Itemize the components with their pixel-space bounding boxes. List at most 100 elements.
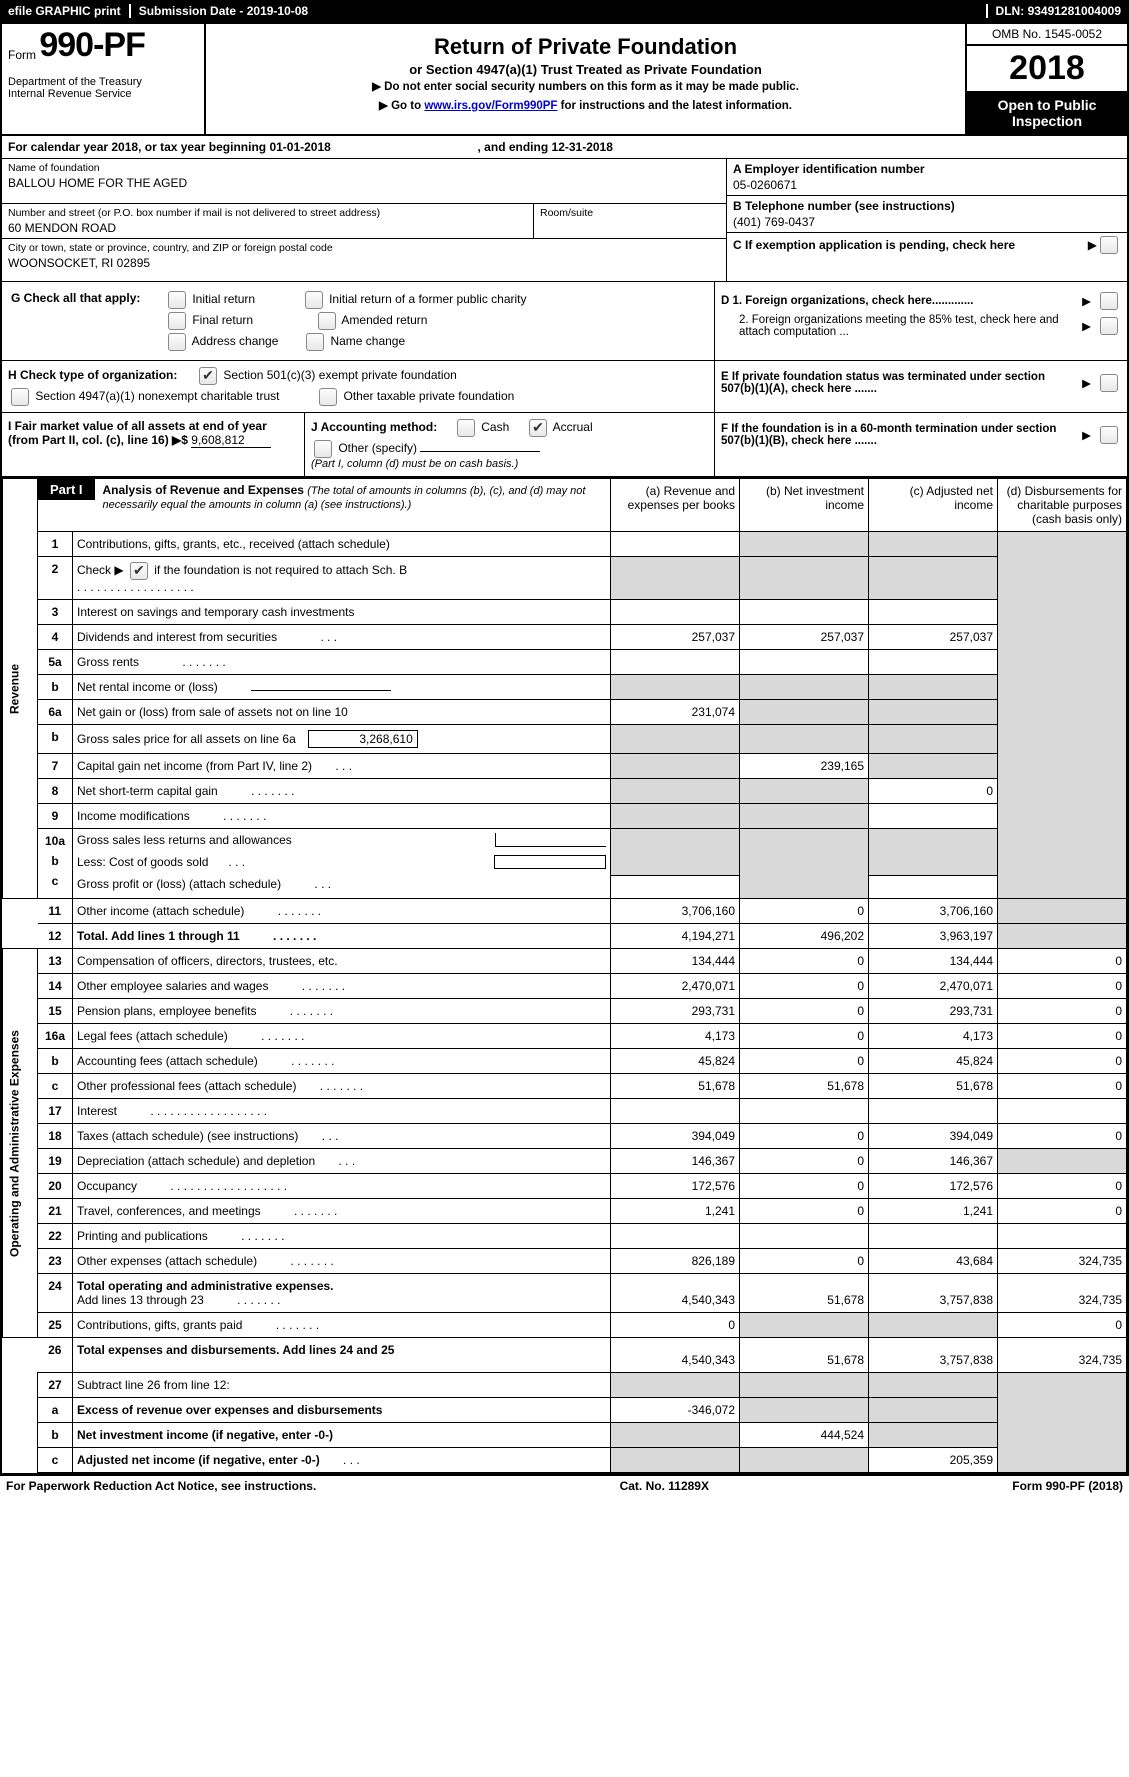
row-ij-f: I Fair market value of all assets at end… (2, 413, 1127, 478)
addr-value: 60 MENDON ROAD (8, 221, 527, 235)
row-g-d: G Check all that apply: Initial return I… (2, 282, 1127, 361)
line-14-desc: Other employee salaries and wages (77, 979, 268, 993)
chk-addr-change[interactable] (168, 333, 186, 351)
line-27a: aExcess of revenue over expenses and dis… (3, 1398, 1127, 1423)
dot-leader: . . . . . . . (294, 1204, 337, 1218)
box-f-checkbox[interactable] (1100, 426, 1118, 444)
opt-cash: Cash (481, 420, 509, 434)
line-18-desc: Taxes (attach schedule) (see instruction… (77, 1129, 298, 1143)
room-suite-cell: Room/suite (533, 204, 726, 238)
opt-name: Name change (330, 334, 405, 348)
col-a-header: (a) Revenue and expenses per books (611, 479, 740, 532)
chk-other-taxable[interactable] (319, 388, 337, 406)
chk-final-return[interactable] (168, 312, 186, 330)
dot-leader: . . . . . . . (290, 1254, 333, 1268)
irs-link[interactable]: www.irs.gov/Form990PF (424, 100, 557, 112)
subdate-value: 2019-10-08 (247, 4, 308, 18)
city-row: City or town, state or province, country… (2, 239, 726, 281)
arrow-icon: ▶ (1076, 319, 1097, 333)
dot-leader: . . . . . . . (302, 979, 345, 993)
dot-leader: . . . . . . . (320, 1079, 363, 1093)
address-row: Number and street (or P.O. box number if… (2, 204, 726, 239)
ein-label: A Employer identification number (733, 162, 1121, 176)
line-19: 19Depreciation (attach schedule) and dep… (3, 1149, 1127, 1174)
line-8-desc: Net short-term capital gain (77, 784, 218, 798)
box-f-label: F If the foundation is in a 60-month ter… (721, 423, 1076, 447)
col-b-header: (b) Net investment income (740, 479, 869, 532)
line-23-desc: Other expenses (attach schedule) (77, 1254, 257, 1268)
line-9-desc: Income modifications (77, 809, 190, 823)
line-15-desc: Pension plans, employee benefits (77, 1004, 256, 1018)
line-6a: 6aNet gain or (loss) from sale of assets… (3, 700, 1127, 725)
line-15: 15Pension plans, employee benefits . . .… (3, 999, 1127, 1024)
box-d1-label: D 1. Foreign organizations, check here..… (721, 295, 1076, 307)
chk-initial-former[interactable] (305, 291, 323, 309)
chk-other-method[interactable] (314, 440, 332, 458)
chk-501c3[interactable] (199, 367, 217, 385)
chk-amended[interactable] (318, 312, 336, 330)
row-h-e: H Check type of organization: Section 50… (2, 361, 1127, 413)
no-10b: b (42, 854, 68, 868)
dot-leader: . . . (339, 1154, 356, 1168)
line-24b-desc: Add lines 13 through 23 (77, 1293, 204, 1307)
chk-sch-b[interactable] (130, 562, 148, 580)
line-26-desc: Total expenses and disbursements. Add li… (77, 1343, 394, 1357)
line-18: 18Taxes (attach schedule) (see instructi… (3, 1124, 1127, 1149)
line-20: 20Occupancy . . . . . . . . . . . . . . … (3, 1174, 1127, 1199)
footer-form-label: Form (1012, 1479, 1042, 1493)
line-16c-desc: Other professional fees (attach schedule… (77, 1079, 296, 1093)
cal-end: , and ending 12-31-2018 (478, 140, 613, 154)
instr2-suffix: for instructions and the latest informat… (557, 100, 792, 112)
dot-leader: . . . . . . . (182, 655, 225, 669)
no-10c: c (42, 874, 68, 888)
line-22-desc: Printing and publications (77, 1229, 208, 1243)
top-black-bar: efile GRAPHIC print Submission Date - 20… (0, 0, 1129, 22)
line-5a: 5aGross rents . . . . . . . (3, 650, 1127, 675)
calendar-year-row: For calendar year 2018, or tax year begi… (2, 136, 1127, 159)
fmv-value: 9,608,812 (191, 433, 271, 448)
chk-cash[interactable] (457, 419, 475, 437)
page-footer: For Paperwork Reduction Act Notice, see … (0, 1475, 1129, 1496)
box-d1-checkbox[interactable] (1100, 292, 1118, 310)
line-7: 7Capital gain net income (from Part IV, … (3, 754, 1127, 779)
line-16b: bAccounting fees (attach schedule) . . .… (3, 1049, 1127, 1074)
dot-leader: . . . . . . . . . . . . . . . . . . (150, 1104, 267, 1118)
line-3: 3Interest on savings and temporary cash … (3, 600, 1127, 625)
box-e-checkbox[interactable] (1100, 374, 1118, 392)
dot-leader: . . . (343, 1453, 360, 1467)
opt-other-taxable: Other taxable private foundation (344, 389, 515, 403)
footer-right: Form 990-PF (2018) (1012, 1479, 1123, 1493)
dot-leader: . . . . . . . (223, 809, 266, 823)
box-d2-checkbox[interactable] (1100, 317, 1118, 335)
vlabel-expenses: Operating and Administrative Expenses (3, 949, 38, 1338)
dot-leader: . . . . . . . (241, 1229, 284, 1243)
city-label: City or town, state or province, country… (8, 242, 720, 254)
dept-irs: Internal Revenue Service (8, 88, 198, 100)
line-11-desc: Other income (attach schedule) (77, 904, 244, 918)
chk-name-change[interactable] (306, 333, 324, 351)
chk-initial-return[interactable] (168, 291, 186, 309)
dot-leader: . . . . . . . (273, 929, 316, 943)
line-16c: cOther professional fees (attach schedul… (3, 1074, 1127, 1099)
form-id-block: Form 990-PF Department of the Treasury I… (2, 24, 206, 134)
dot-leader: . . . (335, 759, 352, 773)
dot-leader: . . . . . . . . . . . . . . . . . . (77, 580, 194, 594)
box-c-label: C If exemption application is pending, c… (733, 238, 1088, 252)
box-c-checkbox[interactable] (1100, 236, 1118, 254)
chk-4947[interactable] (11, 388, 29, 406)
line-17-desc: Interest (77, 1104, 117, 1118)
dot-leader: . . . . . . . (290, 1004, 333, 1018)
line-8: 8Net short-term capital gain . . . . . .… (3, 779, 1127, 804)
block-i: I Fair market value of all assets at end… (2, 413, 305, 476)
arrow-icon: ▶ (1076, 376, 1097, 390)
chk-accrual[interactable] (529, 419, 547, 437)
dot-leader: . . . . . . . (237, 1293, 280, 1307)
footer-left: For Paperwork Reduction Act Notice, see … (6, 1479, 316, 1493)
line-21-desc: Travel, conferences, and meetings (77, 1204, 261, 1218)
line-27: 27Subtract line 26 from line 12: (3, 1373, 1127, 1398)
line-21: 21Travel, conferences, and meetings . . … (3, 1199, 1127, 1224)
tax-year: 2018 (967, 46, 1127, 93)
line-10a-desc: Gross sales less returns and allowances (77, 833, 495, 847)
j-label: J Accounting method: (311, 420, 437, 434)
omb-number: OMB No. 1545-0052 (967, 24, 1127, 46)
